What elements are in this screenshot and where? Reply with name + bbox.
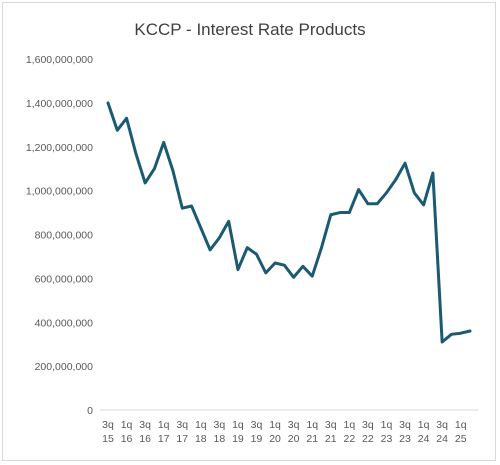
chart-frame <box>2 2 496 461</box>
x-tick-label-year: 21 <box>306 433 318 445</box>
x-tick-label-quarter: 1q <box>232 419 244 431</box>
x-tick-label-year: 19 <box>251 433 263 445</box>
x-tick-label-quarter: 1q <box>269 419 281 431</box>
y-tick-label: 400,000,000 <box>35 317 94 329</box>
x-tick-label-quarter: 1q <box>343 419 355 431</box>
x-tick-label-quarter: 3q <box>325 419 337 431</box>
x-tick-label-quarter: 1q <box>418 419 430 431</box>
chart-title: KCCP - Interest Rate Products <box>134 20 366 39</box>
x-tick-label-year: 16 <box>139 433 151 445</box>
y-tick-label: 200,000,000 <box>35 361 94 373</box>
x-tick-label-quarter: 1q <box>381 419 393 431</box>
x-tick-label-year: 22 <box>362 433 374 445</box>
x-tick-label-quarter: 3q <box>288 419 300 431</box>
x-tick-label-year: 15 <box>102 433 114 445</box>
y-tick-label: 800,000,000 <box>35 230 94 242</box>
y-tick-label: 1,000,000,000 <box>26 186 93 198</box>
x-tick-label-year: 20 <box>288 433 300 445</box>
x-tick-label-quarter: 1q <box>158 419 170 431</box>
x-tick-label-year: 25 <box>455 433 467 445</box>
y-tick-label: 1,600,000,000 <box>26 54 93 66</box>
x-tick-label-quarter: 1q <box>121 419 133 431</box>
y-tick-label: 1,400,000,000 <box>26 98 93 110</box>
x-tick-label-quarter: 3q <box>139 419 151 431</box>
x-tick-label-quarter: 3q <box>214 419 226 431</box>
x-tick-label-year: 19 <box>232 433 244 445</box>
x-tick-label-year: 21 <box>325 433 337 445</box>
x-tick-label-quarter: 1q <box>195 419 207 431</box>
x-tick-label-year: 18 <box>214 433 226 445</box>
x-tick-label-quarter: 3q <box>362 419 374 431</box>
x-tick-label-year: 16 <box>121 433 133 445</box>
x-tick-label-quarter: 3q <box>102 419 114 431</box>
x-tick-label-quarter: 3q <box>399 419 411 431</box>
x-tick-label-year: 17 <box>176 433 188 445</box>
x-tick-label-year: 23 <box>399 433 411 445</box>
x-axis-ticks: 3q 15 1q 16 3q 16 1q 17 3q 17 1q 18 3q 18 1q 19 3q 19 1q 20… <box>102 419 467 445</box>
x-tick-label-year: 24 <box>436 433 448 445</box>
x-tick-label-quarter: 3q <box>436 419 448 431</box>
x-tick-label-quarter: 1q <box>306 419 318 431</box>
y-tick-label: 600,000,000 <box>35 273 94 285</box>
x-tick-label-quarter: 3q <box>251 419 263 431</box>
x-tick-label-year: 24 <box>418 433 430 445</box>
y-axis-ticks: 0 200,000,000 400,000,000 600,000,000 800,00… <box>26 54 93 417</box>
x-tick-label-year: 18 <box>195 433 207 445</box>
y-tick-label: 0 <box>87 405 93 417</box>
x-tick-label-quarter: 3q <box>176 419 188 431</box>
y-tick-label: 1,200,000,000 <box>26 142 93 154</box>
x-tick-label-year: 23 <box>381 433 393 445</box>
x-tick-label-year: 20 <box>269 433 281 445</box>
x-tick-label-year: 22 <box>343 433 355 445</box>
series-line <box>106 101 472 344</box>
x-tick-label-quarter: 1q <box>455 419 467 431</box>
x-tick-label-year: 17 <box>158 433 170 445</box>
